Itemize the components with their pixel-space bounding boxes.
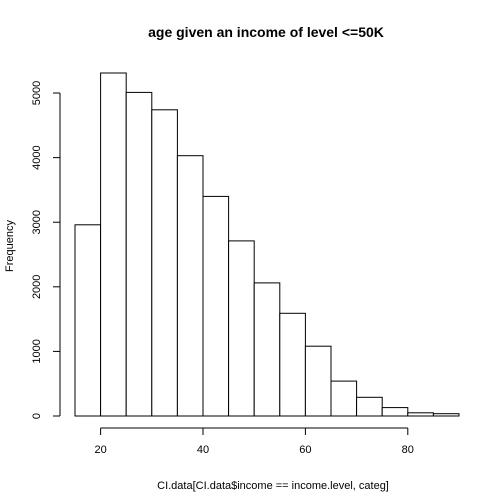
histogram-bar [381,407,409,417]
y-tick-label: 4000 [31,145,43,169]
x-tick-label: 40 [197,444,209,456]
histogram-bar [330,380,358,417]
y-tick-label: 0 [31,413,43,419]
y-axis-label: Frequency [4,220,16,272]
histogram-bar [356,396,383,417]
x-tick-label: 20 [94,444,106,456]
histogram-bar [176,155,204,417]
histogram-bar [279,312,306,417]
y-tick-label: 3000 [31,210,43,234]
histogram-bar [407,412,434,417]
x-axis: 20 40 60 80 [94,427,414,456]
histogram-bar [202,195,230,417]
y-tick-label: 1000 [31,339,43,363]
y-axis: 0 1000 2000 3000 4000 5000 [31,81,61,419]
y-tick-label: 2000 [31,275,43,299]
histogram-bar [74,224,102,417]
histogram-bar [151,109,178,417]
histogram-bar [100,72,127,417]
y-tick-label: 5000 [31,81,43,105]
histogram-bar [228,240,255,417]
x-axis-label: CI.data[CI.data$income == income.level, … [157,480,389,492]
histogram-bar [125,91,153,417]
x-tick-label: 60 [299,444,311,456]
x-tick-label: 80 [402,444,414,456]
bars-group [74,72,460,417]
histogram-bar [304,345,332,417]
histogram-bar [432,413,460,417]
chart-title: age given an income of level <=50K [148,24,384,40]
histogram-bar [253,282,281,417]
